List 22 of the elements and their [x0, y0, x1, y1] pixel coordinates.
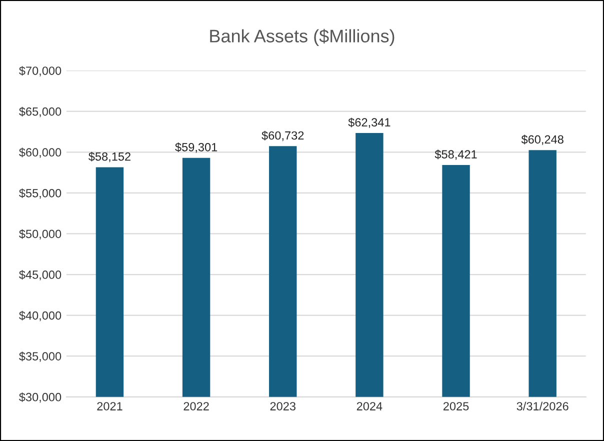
- data-label: $60,732: [262, 130, 304, 142]
- x-tick-label: 2024: [356, 402, 382, 410]
- x-tick-label: 2025: [443, 402, 469, 410]
- y-tick-label: $60,000: [19, 148, 62, 158]
- y-tick-label: $55,000: [19, 188, 62, 199]
- x-tick-label: 2022: [184, 402, 209, 410]
- data-label: $58,152: [88, 152, 130, 162]
- y-tick-label: $45,000: [19, 270, 62, 280]
- y-tick-label: $50,000: [19, 229, 62, 240]
- y-tick-label: $40,000: [19, 310, 62, 322]
- y-tick-label: $65,000: [19, 106, 62, 118]
- x-tick-label: 3/31/2026: [516, 402, 568, 410]
- x-tick-label: 2023: [270, 402, 296, 410]
- data-label: $58,421: [434, 150, 477, 160]
- y-tick-label: $30,000: [19, 392, 62, 403]
- data-label: $62,341: [348, 118, 390, 128]
- data-label: $60,248: [521, 134, 564, 146]
- y-tick-label: $70,000: [19, 66, 62, 76]
- y-tick-label: $35,000: [19, 352, 62, 362]
- chart-title: Bank Assets ($Millions): [210, 28, 394, 46]
- x-tick-label: 2021: [97, 402, 122, 410]
- data-label: $59,301: [175, 142, 218, 153]
